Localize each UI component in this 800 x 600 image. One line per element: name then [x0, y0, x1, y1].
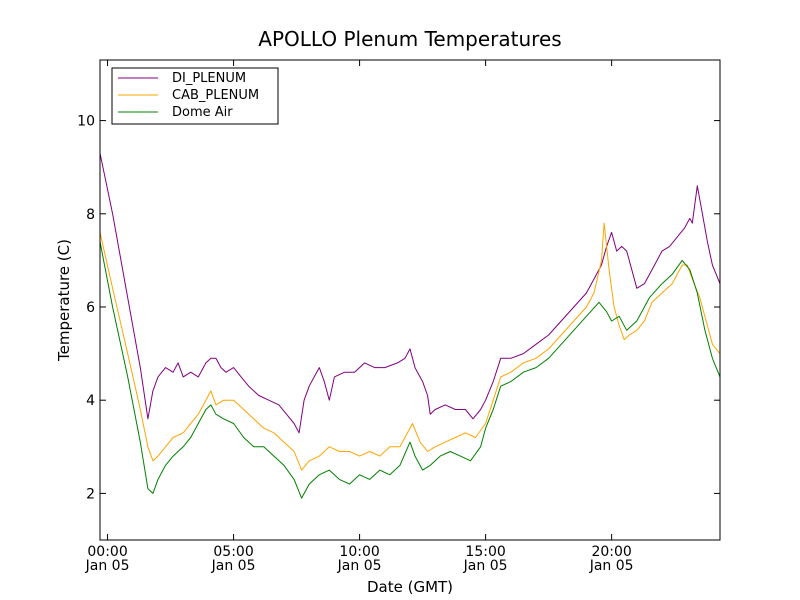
y-axis-label: Temperature (C): [55, 239, 73, 362]
x-tick-label-date: Jan 05: [463, 558, 508, 574]
plot-area-frame: [99, 59, 721, 541]
y-tick-label: 4: [86, 393, 95, 409]
y-tick-label: 10: [77, 114, 95, 130]
x-tick-label-time: 05:00: [213, 544, 253, 560]
legend-label: Dome Air: [172, 105, 233, 120]
legend-box: [111, 67, 279, 125]
y-tick-label: 6: [86, 300, 95, 316]
legend-label: CAB_PLENUM: [172, 88, 259, 103]
x-tick-label-date: Jan 05: [337, 558, 382, 574]
series-line-cab-plenum: [99, 222, 721, 471]
x-tick-label-date: Jan 05: [85, 558, 130, 574]
series-layer: [99, 153, 721, 499]
series-line-di-plenum: [99, 153, 721, 434]
x-tick-label-time: 00:00: [87, 544, 127, 560]
y-tick-label: 8: [86, 207, 95, 223]
x-tick-label-time: 20:00: [591, 544, 631, 560]
chart-title: APOLLO Plenum Temperatures: [258, 27, 561, 51]
legend: DI_PLENUM CAB_PLENUM Dome Air: [111, 67, 279, 125]
series-line-dome-air: [99, 241, 721, 499]
x-tick-label-date: Jan 05: [589, 558, 634, 574]
y-axis-ticks: 2 4 6 8 10: [77, 114, 720, 502]
x-tick-label-time: 10:00: [339, 544, 379, 560]
x-axis-label: Date (GMT): [367, 578, 453, 596]
x-tick-label-date: Jan 05: [211, 558, 256, 574]
y-tick-label: 2: [86, 486, 95, 502]
legend-label: DI_PLENUM: [172, 71, 246, 86]
x-tick-label-time: 15:00: [465, 544, 505, 560]
